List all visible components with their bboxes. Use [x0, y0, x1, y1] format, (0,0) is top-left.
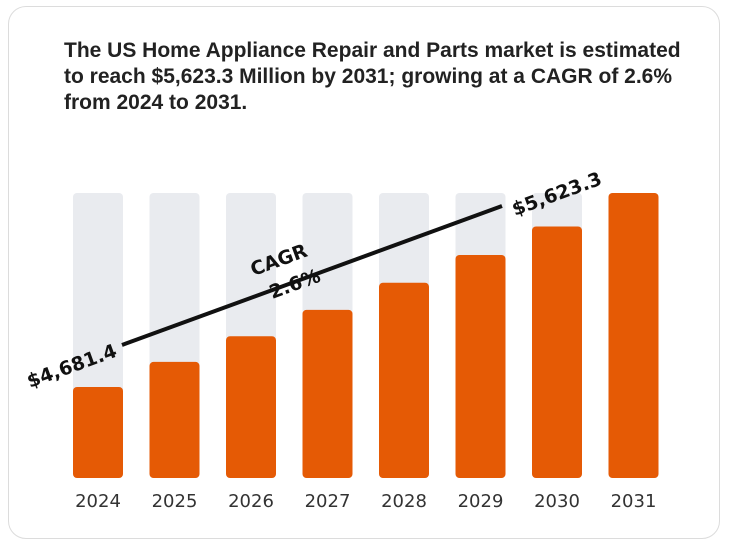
x-tick-label: 2029: [458, 491, 504, 512]
chart-title: The US Home Appliance Repair and Parts m…: [64, 39, 681, 114]
bar-2029: [455, 254, 506, 478]
x-tick-label: 2026: [228, 491, 274, 512]
x-tick-label: 2025: [152, 491, 198, 512]
x-tick-label: 2024: [75, 491, 121, 512]
bar-2027: [302, 309, 353, 478]
cagr-trend-line: [121, 204, 503, 347]
bar-2024: [73, 387, 123, 478]
chart-card: [8, 6, 720, 539]
x-tick-label: 2027: [305, 491, 351, 512]
bar-2030: [532, 226, 582, 478]
x-tick-label: 2028: [381, 491, 427, 512]
bar-2031: [608, 193, 659, 478]
bar-2025: [149, 361, 200, 478]
bar-2026: [226, 336, 276, 478]
x-tick-label: 2031: [611, 491, 657, 512]
x-tick-label: 2030: [534, 491, 580, 512]
bar-2028: [379, 282, 429, 478]
